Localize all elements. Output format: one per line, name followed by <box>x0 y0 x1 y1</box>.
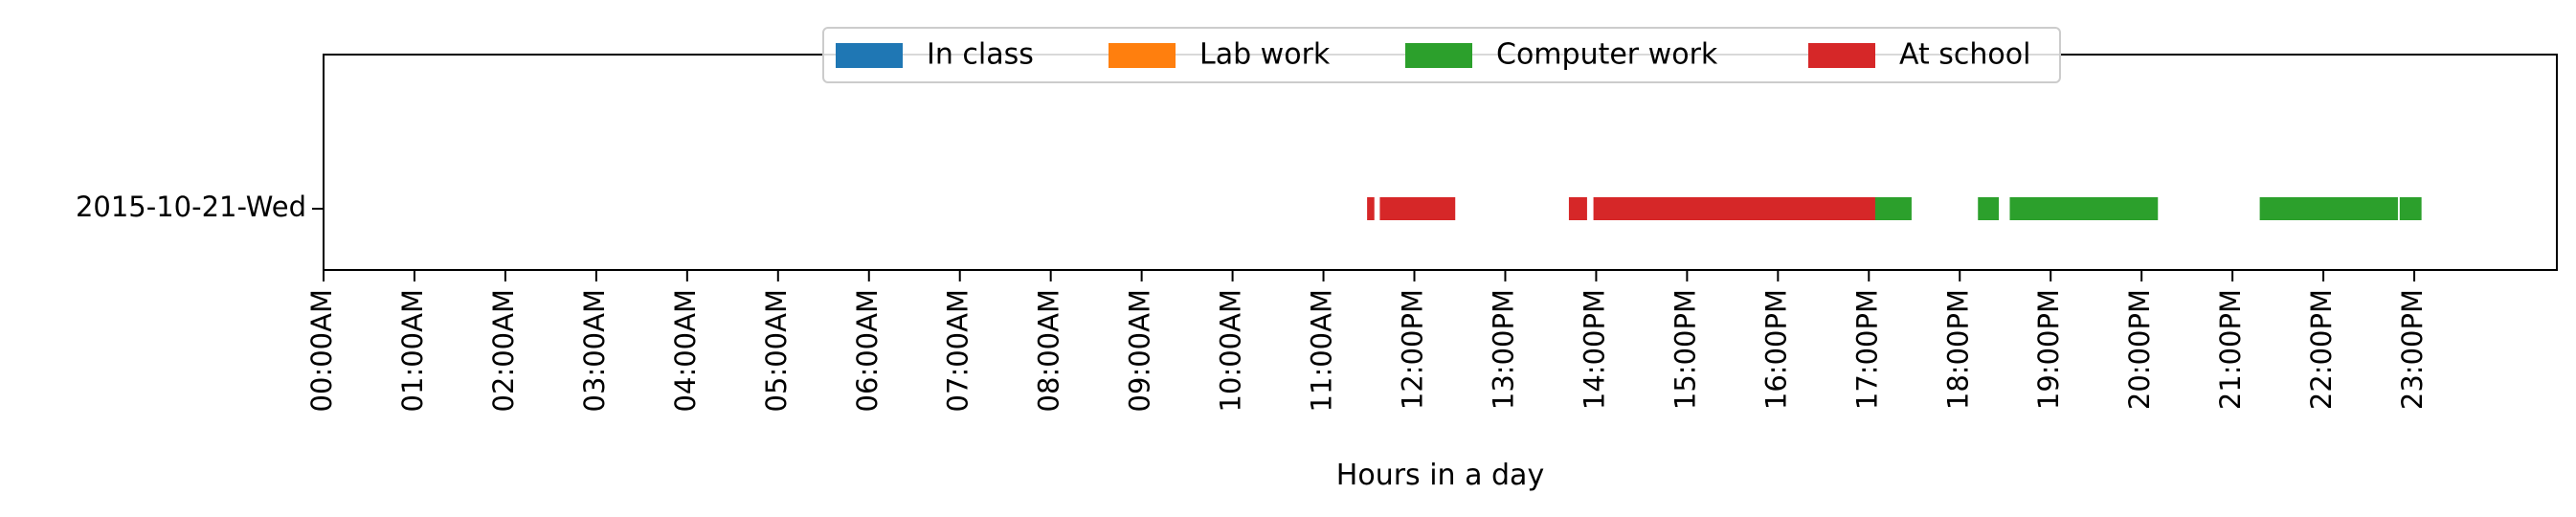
x-tick-label: 08:00AM <box>1033 289 1065 412</box>
x-tick-label: 17:00PM <box>1850 289 1883 410</box>
x-tick-label: 10:00AM <box>1215 289 1247 412</box>
x-tick-label: 07:00AM <box>942 289 974 412</box>
bar-computer-work-3 <box>2259 197 2398 220</box>
legend-label-lab-work: Lab work <box>1199 38 1331 72</box>
x-tick-label: 01:00AM <box>396 289 429 412</box>
x-tick-label: 18:00PM <box>1941 289 1974 410</box>
x-tick-label: 06:00AM <box>851 289 884 412</box>
x-tick-label: 04:00AM <box>669 289 702 412</box>
x-tick-label: 00:00AM <box>305 289 338 412</box>
x-tick-label: 09:00AM <box>1124 289 1156 412</box>
legend-swatch-lab-work <box>1109 43 1176 68</box>
x-tick-label: 13:00PM <box>1487 289 1519 410</box>
bar-at-school-3 <box>1593 197 1875 220</box>
x-tick-label: 16:00PM <box>1759 289 1792 410</box>
legend-swatch-in-class <box>836 43 903 68</box>
x-tick-label: 02:00AM <box>487 289 520 412</box>
legend-swatch-computer-work <box>1405 43 1472 68</box>
x-tick-label: 14:00PM <box>1578 289 1610 410</box>
bar-computer-work-2 <box>2009 197 2159 220</box>
x-tick-label: 15:00PM <box>1669 289 1701 410</box>
legend-label-computer-work: Computer work <box>1496 38 1718 72</box>
x-axis-label: Hours in a day <box>1336 459 1544 492</box>
x-tick-label: 03:00AM <box>578 289 611 412</box>
y-tick-label: 2015-10-21-Wed <box>76 191 306 223</box>
bar-computer-work-4 <box>2399 197 2422 220</box>
bar-at-school-0 <box>1367 197 1375 220</box>
x-tick-label: 23:00PM <box>2396 289 2429 410</box>
x-tick-label: 21:00PM <box>2214 289 2247 410</box>
x-tick-label: 11:00AM <box>1306 289 1338 412</box>
bar-computer-work-0 <box>1869 197 1912 220</box>
legend-label-at-school: At school <box>1899 38 2030 72</box>
activity-bars <box>1367 197 2422 220</box>
legend: In class Lab work Computer work At school <box>822 27 2061 83</box>
x-tick-label: 20:00PM <box>2123 289 2156 410</box>
x-tick-label: 12:00PM <box>1397 289 1429 410</box>
x-tick-label: 05:00AM <box>760 289 793 412</box>
x-axis-ticks: 00:00AM 01:00AM 02:00AM 03:00AM 04:00AM 05:00… <box>305 270 2429 412</box>
x-tick-label: 22:00PM <box>2305 289 2338 410</box>
legend-swatch-at-school <box>1808 43 1875 68</box>
bar-computer-work-1 <box>1978 197 2000 220</box>
bar-at-school-1 <box>1379 197 1456 220</box>
x-tick-label: 19:00PM <box>2032 289 2065 410</box>
legend-label-in-class: In class <box>927 38 1034 72</box>
y-axis: 2015-10-21-Wed <box>76 191 324 223</box>
plot-frame <box>323 54 2558 271</box>
bar-at-school-2 <box>1568 197 1587 220</box>
